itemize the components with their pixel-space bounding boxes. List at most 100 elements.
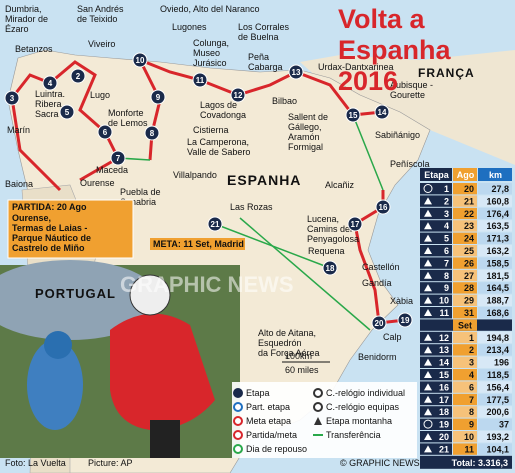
tt-icon <box>423 184 433 193</box>
table-value: 6 <box>444 246 449 256</box>
route <box>10 60 120 192</box>
legend-label: Part. etapa <box>246 402 290 412</box>
legend-label: Dia de repouso <box>246 444 307 454</box>
stage-marker <box>192 72 208 88</box>
place-line: Monforte <box>108 108 144 118</box>
place-label: Requena <box>308 246 345 256</box>
table-value: 176,4 <box>486 209 509 219</box>
scale-label: 100km <box>285 351 312 361</box>
place-line: Aubisque - <box>390 80 433 90</box>
stage-icon <box>424 445 432 453</box>
place-line: Castellón <box>362 262 400 272</box>
stage-number: 15 <box>349 111 358 120</box>
table-value: 7 <box>444 258 449 268</box>
table-header: Ago <box>457 170 475 180</box>
table-cell <box>478 406 512 418</box>
place-line: Penyagolosa <box>307 234 359 244</box>
table-value: 31 <box>464 308 474 318</box>
place-line: Xàbia <box>390 296 413 306</box>
table-value: 19 <box>439 420 449 430</box>
start-label: PARTIDA: 20 Ago <box>12 202 87 212</box>
finish-label: META: 11 Set, Madrid <box>153 239 244 249</box>
place-label: Sallent de Gállego, Aramón Formigal <box>288 112 328 152</box>
place-line: Viveiro <box>88 39 115 49</box>
table-cell <box>420 356 452 368</box>
photo-helmet-back <box>44 331 72 359</box>
table-cell <box>420 443 452 455</box>
table-value: 21 <box>439 444 449 454</box>
table-total: Total: 3.316,3 <box>452 458 508 468</box>
place-line: Urdax-Dantxarinea <box>318 62 394 72</box>
table-cell <box>478 220 512 232</box>
table-value: 1 <box>469 333 474 343</box>
place-line: Ourense <box>80 178 115 188</box>
place-line: Valle de Sabero <box>187 147 250 157</box>
legend-label: Meta etapa <box>246 416 291 426</box>
place-line: Baiona <box>5 179 33 189</box>
place-label: Lagos de Covadonga <box>200 100 246 120</box>
stage-icon <box>424 271 432 279</box>
legend-label: Etapa montanha <box>326 416 392 426</box>
table-cell <box>478 369 512 381</box>
table-value: 8 <box>469 407 474 417</box>
table-value: 181,5 <box>486 271 509 281</box>
place-label: Las Rozas <box>230 202 273 212</box>
table-cell <box>453 356 477 368</box>
place-line: Sanabria <box>120 197 156 207</box>
tt-icon <box>423 419 433 429</box>
stage-icon <box>424 309 432 316</box>
stage-icon <box>424 346 432 354</box>
table-header: km <box>489 170 502 180</box>
stage-number: 9 <box>156 93 161 102</box>
table-value: 20 <box>464 184 474 194</box>
table-cell <box>453 344 477 356</box>
watermark: GRAPHIC NEWS <box>120 272 294 297</box>
place-line: Bilbao <box>272 96 297 106</box>
stage-marker <box>371 315 387 331</box>
table-value: 37 <box>499 420 509 430</box>
table-value: 7 <box>469 395 474 405</box>
month-cell <box>453 319 477 331</box>
table-cell <box>478 269 512 282</box>
place-label: Lucena, Camins del Penyagolosa <box>307 214 359 244</box>
stage-icon <box>424 296 432 304</box>
start-box <box>7 199 134 259</box>
table-cell <box>453 183 477 195</box>
total-row <box>420 455 512 469</box>
stage-number: 10 <box>136 56 145 65</box>
stage-marker <box>345 107 361 123</box>
table-value: 163,5 <box>486 221 509 231</box>
place-line: Puebla de <box>120 187 161 197</box>
table-cell <box>420 220 452 232</box>
table-cell <box>420 344 452 356</box>
place-label: Sabiñánigo <box>375 130 420 140</box>
stage-marker <box>374 104 390 120</box>
table-value: 22 <box>464 209 474 219</box>
table-cell <box>453 195 477 207</box>
table-cell <box>420 369 452 381</box>
place-label: Urdax-Dantxarinea <box>318 62 394 72</box>
photo-bike <box>150 420 180 458</box>
table-value: 23 <box>464 221 474 231</box>
place-label: Luintra. Ribera Sacra <box>35 89 65 119</box>
table-value: 9 <box>469 420 474 430</box>
place-line: Ribera <box>35 99 62 109</box>
stage-marker <box>230 87 246 103</box>
table-cell <box>478 307 512 319</box>
place-label: Maceda <box>96 165 128 175</box>
place-label: Marín <box>7 125 30 135</box>
table-value: 171,3 <box>486 234 509 244</box>
finish-box <box>150 238 245 250</box>
table-value: 163,2 <box>486 246 509 256</box>
place-label: Alto de Aitana, Esquedrón da Força Aérea <box>258 328 320 358</box>
table-value: 12 <box>439 333 449 343</box>
table-cell <box>420 269 452 282</box>
place-line: Ézaro <box>5 24 29 34</box>
stage-number: 7 <box>116 154 121 163</box>
table-header: Etapa <box>424 170 450 180</box>
table-cell <box>453 207 477 220</box>
table-cell <box>420 257 452 269</box>
table-cell <box>453 232 477 244</box>
stage-number: 19 <box>401 316 410 325</box>
table-cell <box>420 307 452 319</box>
